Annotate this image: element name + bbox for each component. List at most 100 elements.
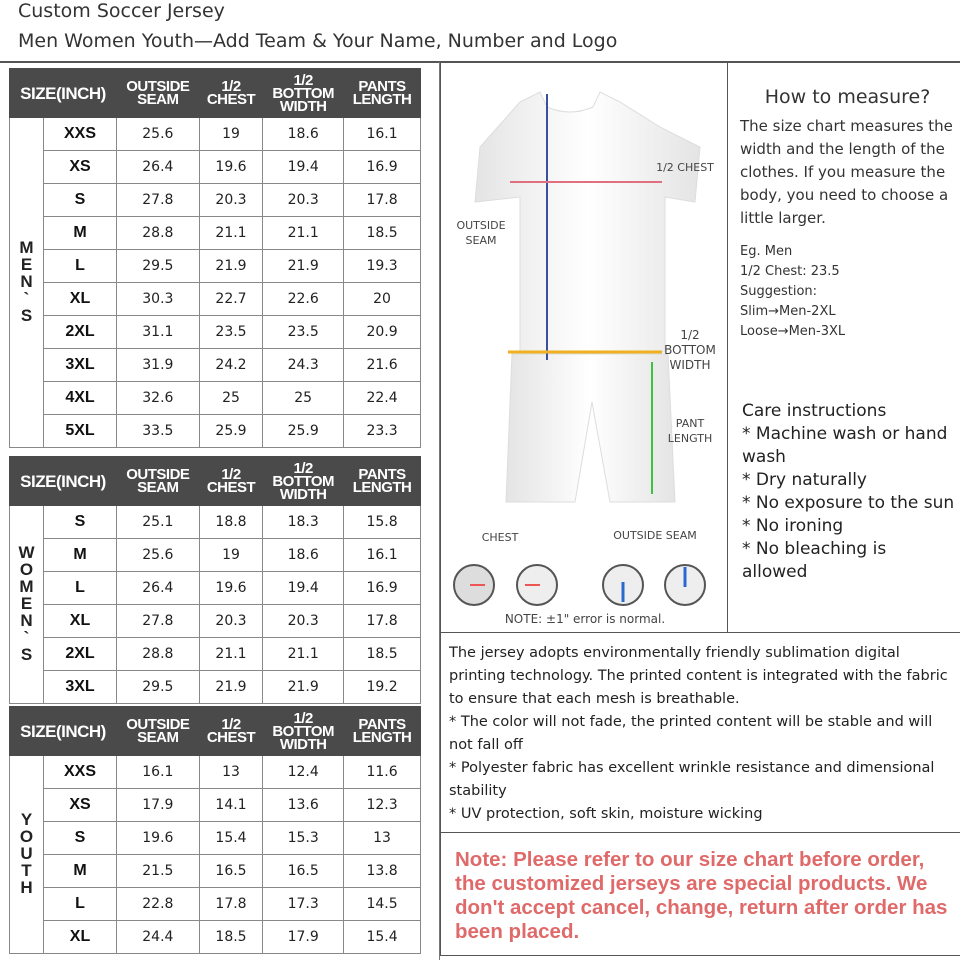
size-cell: 5XL [43, 414, 117, 448]
value-cell: 14.5 [343, 887, 421, 921]
value-cell: 21.9 [262, 249, 345, 283]
value-cell: 22.7 [198, 282, 264, 316]
value-cell: 20 [343, 282, 421, 316]
value-cell: 30.3 [116, 282, 200, 316]
table-row: L 29.5 21.9 21.9 19.3 [10, 249, 421, 283]
value-cell: 25.6 [116, 538, 200, 572]
value-cell: 25 [198, 381, 264, 415]
value-cell: 15.4 [343, 920, 421, 954]
value-cell: 19.4 [262, 150, 345, 184]
value-cell: 25.6 [116, 117, 200, 151]
size-cell: 2XL [43, 315, 117, 349]
value-cell: 19.4 [262, 571, 345, 605]
value-cell: 21.1 [198, 637, 264, 671]
size-cell: 3XL [43, 348, 117, 382]
value-cell: 20.3 [262, 604, 345, 638]
product-subtitle: Men Women Youth—Add Team & Your Name, Nu… [18, 30, 618, 52]
product-title: Custom Soccer Jersey [18, 0, 225, 22]
value-cell: 16.5 [262, 854, 345, 888]
value-cell: 26.4 [116, 571, 200, 605]
value-cell: 19 [198, 538, 264, 572]
group-label: MEN`S [17, 238, 36, 323]
caption-chest: CHEST [481, 531, 519, 544]
value-cell: 23.5 [262, 315, 345, 349]
value-cell: 24.3 [262, 348, 345, 382]
size-cell: XS [43, 150, 117, 184]
value-cell: 25.9 [198, 414, 264, 448]
value-cell: 15.8 [343, 505, 421, 539]
column-header: SIZE(INCH) [9, 456, 117, 506]
group-cell: WOMEN`S [9, 505, 44, 704]
value-cell: 20.3 [198, 604, 264, 638]
description-bullet: * The color will not fade, the printed c… [449, 714, 933, 753]
description-bullet: * UV protection, soft skin, moisture wic… [449, 806, 763, 822]
value-cell: 12.4 [262, 755, 345, 789]
table-row: XL 24.4 18.5 17.9 15.4 [10, 920, 421, 954]
example-label: Eg. Men [740, 244, 793, 259]
value-cell: 29.5 [116, 670, 200, 704]
table-row: XL 27.8 20.3 20.3 17.8 [10, 604, 421, 638]
group-cell: YOUTH [9, 755, 44, 954]
shirt-shape [474, 91, 701, 353]
value-cell: 19.6 [198, 571, 264, 605]
care-item: * No exposure to the sun [742, 493, 955, 513]
size-table-youth: SIZE(INCH) OUTSIDE SEAM 1/2 CHEST 1/2 BOTTOM WI… [9, 706, 421, 954]
column-header: SIZE(INCH) [9, 706, 117, 756]
size-cell: S [43, 183, 117, 217]
column-header: PANTS LENGTH [343, 706, 421, 756]
table-row: M 28.8 21.1 21.1 18.5 [10, 216, 421, 250]
size-cell: XL [43, 920, 117, 954]
value-cell: 14.1 [198, 788, 264, 822]
size-cell: XXS [43, 117, 117, 151]
value-cell: 32.6 [116, 381, 200, 415]
value-cell: 16.5 [198, 854, 264, 888]
description-paragraph: The jersey adopts environmentally friend… [449, 645, 948, 707]
value-cell: 18.5 [343, 637, 421, 671]
value-cell: 13.6 [262, 788, 345, 822]
value-cell: 21.9 [198, 249, 264, 283]
table-row: M 21.5 16.5 16.5 13.8 [10, 854, 421, 888]
value-cell: 33.5 [116, 414, 200, 448]
divider [440, 832, 960, 833]
order-note: Note: Please refer to our size chart bef… [455, 848, 948, 943]
column-header: PANTS LENGTH [343, 68, 421, 118]
care-heading: Care instructions [742, 401, 887, 421]
size-cell: L [43, 571, 117, 605]
column-header: 1/2 CHEST [198, 68, 264, 118]
value-cell: 20.9 [343, 315, 421, 349]
label-pant-length: PANT LENGTH [667, 417, 713, 445]
value-cell: 23.5 [198, 315, 264, 349]
value-cell: 15.4 [198, 821, 264, 855]
suggestion-slim: Slim→Men-2XL [740, 304, 836, 319]
product-description: The jersey adopts environmentally friend… [449, 642, 959, 826]
column-header: 1/2 CHEST [198, 456, 264, 506]
value-cell: 21.5 [116, 854, 200, 888]
jersey-diagram [453, 91, 706, 606]
column-header: PANTS LENGTH [343, 456, 421, 506]
value-cell: 17.8 [343, 183, 421, 217]
value-cell: 18.5 [198, 920, 264, 954]
size-table-mens: SIZE(INCH) OUTSIDE SEAM 1/2 CHEST 1/2 BOTTOM WI… [9, 68, 421, 448]
table-header: SIZE(INCH) OUTSIDE SEAM 1/2 CHEST 1/2 BOTTOM WI… [9, 68, 421, 118]
value-cell: 21.9 [198, 670, 264, 704]
table-row: XS 17.9 14.1 13.6 12.3 [10, 788, 421, 822]
table-row: M 25.6 19 18.6 16.1 [10, 538, 421, 572]
info-panel [440, 62, 960, 956]
size-table-womens: SIZE(INCH) OUTSIDE SEAM 1/2 CHEST 1/2 BOTTOM WI… [9, 456, 421, 704]
care-instructions: Care instructions * Machine wash or hand… [742, 400, 957, 584]
value-cell: 13 [198, 755, 264, 789]
value-cell: 19 [198, 117, 264, 151]
value-cell: 21.6 [343, 348, 421, 382]
description-bullet: * Polyester fabric has excellent wrinkle… [449, 760, 935, 799]
value-cell: 17.9 [116, 788, 200, 822]
table-row: 5XL 33.5 25.9 25.9 23.3 [10, 414, 421, 448]
size-cell: S [43, 505, 117, 539]
table-row: L 22.8 17.8 17.3 14.5 [10, 887, 421, 921]
size-cell: L [43, 249, 117, 283]
size-cell: 4XL [43, 381, 117, 415]
value-cell: 16.1 [343, 538, 421, 572]
value-cell: 16.1 [116, 755, 200, 789]
care-item: * No ironing [742, 516, 844, 536]
value-cell: 16.9 [343, 571, 421, 605]
value-cell: 18.8 [198, 505, 264, 539]
